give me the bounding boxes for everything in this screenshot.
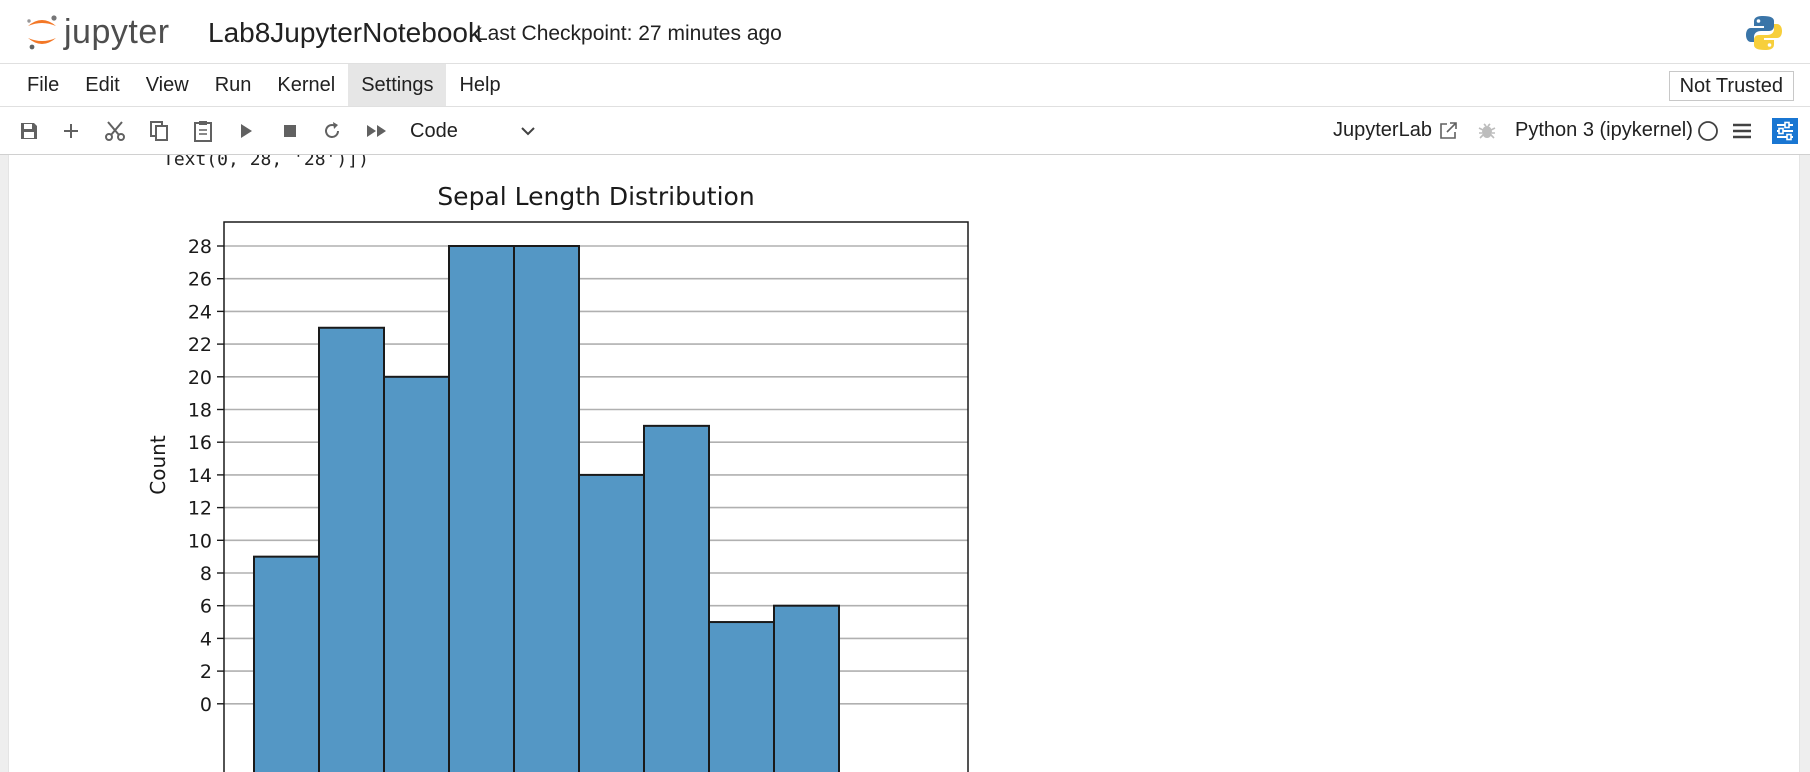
python-kernel-logo bbox=[1745, 14, 1783, 57]
y-tick-label: 16 bbox=[188, 432, 212, 454]
stop-button[interactable] bbox=[276, 117, 304, 145]
run-icon bbox=[241, 124, 252, 138]
kernel-status bbox=[1694, 117, 1722, 145]
y-tick-label: 26 bbox=[188, 269, 212, 291]
cut-icon bbox=[105, 121, 125, 141]
debugger-button[interactable] bbox=[1473, 117, 1501, 145]
y-tick-label: 22 bbox=[188, 334, 212, 356]
histogram-bar bbox=[513, 245, 580, 772]
y-tick-label: 6 bbox=[200, 596, 212, 618]
sepal-length-histogram: Sepal Length Distribution Count 02468101… bbox=[146, 185, 969, 772]
trust-status-button[interactable]: Not Trusted bbox=[1668, 71, 1794, 101]
menu-bar: File Edit View Run Kernel Settings Help … bbox=[0, 64, 1810, 107]
list-icon bbox=[1733, 123, 1751, 139]
paste-button[interactable] bbox=[189, 117, 217, 145]
y-axis-label: Count bbox=[146, 435, 170, 495]
table-of-contents-button[interactable] bbox=[1728, 117, 1756, 145]
notebook-panel[interactable]: Text(0, 28, '28')]) Sepal Length Distrib… bbox=[8, 155, 1800, 772]
y-tick-label: 0 bbox=[200, 694, 212, 716]
jupyter-logo[interactable]: jupyter bbox=[24, 12, 170, 52]
restart-button[interactable] bbox=[318, 117, 346, 145]
plot-frame bbox=[223, 221, 969, 772]
add-icon bbox=[64, 124, 78, 138]
histogram-bar bbox=[578, 473, 645, 772]
menu-edit[interactable]: Edit bbox=[85, 74, 120, 96]
jupyter-wordmark: jupyter bbox=[64, 12, 170, 51]
y-tick-label: 10 bbox=[188, 530, 212, 552]
top-header: jupyter Lab8JupyterNotebook Last Checkpo… bbox=[0, 0, 1810, 64]
cut-button[interactable] bbox=[101, 117, 129, 145]
histogram-bar bbox=[773, 604, 840, 772]
y-tick-label: 18 bbox=[188, 400, 212, 422]
run-button[interactable] bbox=[232, 117, 260, 145]
y-tick-label: 12 bbox=[188, 498, 212, 520]
stop-icon bbox=[284, 125, 296, 137]
y-tick-label: 24 bbox=[188, 301, 212, 323]
chevron-down-icon bbox=[521, 127, 535, 136]
menu-help[interactable]: Help bbox=[459, 74, 501, 96]
copy-button[interactable] bbox=[145, 117, 173, 145]
save-icon bbox=[21, 123, 37, 139]
add-cell-button[interactable] bbox=[57, 117, 85, 145]
histogram-bar bbox=[318, 326, 385, 772]
notebook-scroll-area[interactable] bbox=[1800, 155, 1810, 772]
copy-icon bbox=[150, 121, 168, 141]
notebook-toolbar: Code JupyterLab Python 3 (ipykernel) bbox=[0, 107, 1810, 155]
kernel-name[interactable]: Python 3 (ipykernel) bbox=[1515, 119, 1693, 141]
y-tick-label: 2 bbox=[200, 661, 212, 683]
python-icon bbox=[1746, 16, 1782, 50]
chart-title: Sepal Length Distribution bbox=[437, 185, 754, 211]
histogram-bar bbox=[643, 424, 710, 772]
save-button[interactable] bbox=[15, 117, 43, 145]
histogram-bar bbox=[383, 375, 450, 772]
open-jupyterlab-link[interactable]: JupyterLab bbox=[1333, 119, 1458, 142]
external-link-icon bbox=[1440, 121, 1457, 139]
restart-icon bbox=[325, 122, 339, 138]
notebook-title[interactable]: Lab8JupyterNotebook bbox=[208, 17, 482, 48]
menu-settings[interactable]: Settings bbox=[348, 64, 447, 106]
histogram-bar bbox=[253, 555, 320, 772]
histogram-bar bbox=[708, 621, 775, 772]
jupyterlab-label: JupyterLab bbox=[1333, 119, 1432, 141]
menu-run[interactable]: Run bbox=[214, 74, 252, 96]
bug-icon bbox=[1478, 123, 1496, 139]
y-tick-label: 20 bbox=[188, 367, 212, 389]
checkpoint-status: Last Checkpoint: 27 minutes ago bbox=[476, 22, 782, 45]
kernel-idle-circle-icon bbox=[1698, 121, 1718, 141]
menu-kernel[interactable]: Kernel bbox=[277, 74, 336, 96]
output-text: Text(0, 28, '28')]) bbox=[163, 155, 369, 170]
menu-file[interactable]: File bbox=[27, 74, 60, 96]
fast-forward-icon bbox=[367, 125, 386, 137]
y-tick-label: 8 bbox=[200, 563, 212, 585]
property-inspector-button[interactable] bbox=[1771, 117, 1799, 145]
menu-view[interactable]: View bbox=[145, 74, 189, 96]
bars bbox=[253, 245, 840, 772]
cell-type-select[interactable]: Code bbox=[410, 115, 536, 147]
jupyter-logo-icon bbox=[27, 15, 57, 50]
histogram-bar bbox=[448, 245, 515, 772]
cell-type-value: Code bbox=[410, 119, 458, 142]
y-tick-label: 14 bbox=[188, 465, 212, 487]
y-tick-label: 4 bbox=[200, 628, 212, 650]
paste-icon bbox=[194, 121, 212, 142]
restart-run-all-button[interactable] bbox=[363, 117, 391, 145]
settings-sliders-icon bbox=[1772, 118, 1798, 144]
y-tick-label: 28 bbox=[188, 236, 212, 258]
